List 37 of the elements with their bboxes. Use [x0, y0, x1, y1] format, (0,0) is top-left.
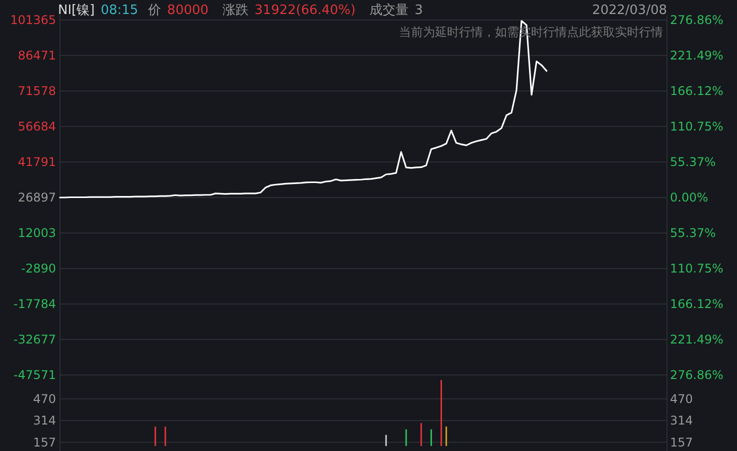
y2-tick-label: 166.12%: [670, 297, 724, 312]
y2-tick-label: 166.12%: [670, 84, 724, 98]
y2-tick-label: 276.86%: [670, 368, 724, 382]
text: 08:15: [100, 3, 138, 18]
y-tick-label: 71578: [18, 84, 56, 98]
y-tick-label: 12003: [18, 226, 56, 240]
y-tick-label: 101365: [10, 13, 56, 28]
text: 31922(66.40%): [254, 3, 356, 18]
y-tick-label: -47571: [13, 368, 56, 382]
y-tick-label: 26897: [18, 190, 56, 205]
y2-tick-label: 0.00%: [670, 190, 708, 205]
chart-subtitle: 2022/03/08: [592, 3, 667, 18]
y2-tick-label: 55.37%: [670, 226, 716, 240]
y2-tick-label: 110.75%: [670, 120, 724, 134]
text: 80000: [167, 3, 209, 18]
y2-tick-label: 314: [670, 414, 693, 428]
y-tick-label: 314: [33, 414, 56, 428]
text: 涨跌: [222, 3, 249, 18]
y-tick-label: 470: [33, 392, 56, 406]
text: 成交量: [370, 2, 409, 18]
y2-tick-label: 55.37%: [670, 155, 716, 170]
y2-tick-label: 157: [670, 435, 693, 450]
y2-tick-label: 110.75%: [670, 262, 724, 276]
y-tick-label: -2890: [21, 262, 56, 276]
y-tick-label: -32677: [13, 332, 56, 347]
text: 3: [414, 3, 423, 18]
y2-tick-label: 221.49%: [670, 332, 724, 347]
y2-tick-label: 276.86%: [670, 13, 724, 28]
y2-tick-label: 470: [670, 392, 693, 406]
text: 价: [147, 3, 162, 18]
y-tick-label: 41791: [18, 155, 56, 170]
y-tick-label: 157: [33, 435, 56, 450]
y-tick-label: -17784: [13, 297, 56, 312]
y-tick-label: 56684: [18, 120, 56, 134]
y-tick-label: 86471: [18, 48, 56, 63]
chart-title: NI[镍]: [58, 3, 95, 18]
y2-tick-label: 221.49%: [670, 48, 724, 63]
